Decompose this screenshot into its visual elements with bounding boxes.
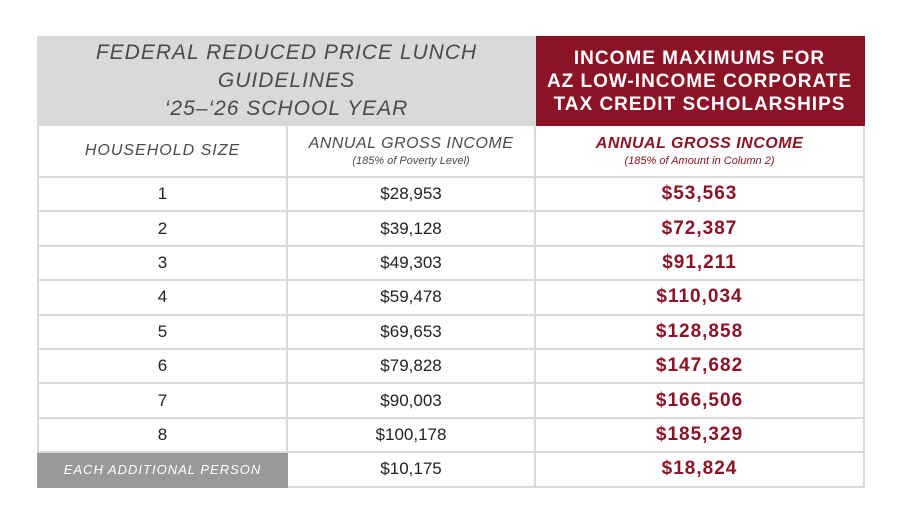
annual-income-note: (185% of Poverty Level)	[352, 155, 470, 167]
table-header-row: FEDERAL REDUCED PRICE LUNCH GUIDELINES ‘…	[36, 36, 866, 126]
annual-income-cell: $90,003	[285, 382, 537, 419]
household-size-cell: 6	[37, 347, 288, 385]
income-maximums-line1: INCOME MAXIMUMS FOR	[573, 47, 826, 69]
max-income-cell: $91,211	[534, 244, 866, 282]
max-income-header: ANNUAL GROSS INCOME (185% of Amount in C…	[534, 124, 866, 178]
annual-income-cell: $100,178	[285, 416, 537, 454]
federal-guidelines-header: FEDERAL REDUCED PRICE LUNCH GUIDELINES ‘…	[36, 36, 537, 126]
federal-guidelines-title: FEDERAL REDUCED PRICE LUNCH GUIDELINES	[95, 41, 478, 92]
household-size-cell: 5	[37, 313, 288, 350]
max-income-cell: $18,824	[534, 451, 866, 488]
table-row: 8 $100,178 $185,329	[37, 416, 866, 454]
income-guidelines-table: FEDERAL REDUCED PRICE LUNCH GUIDELINES ‘…	[36, 36, 866, 488]
table-row: 4 $59,478 $110,034	[37, 279, 866, 316]
annual-income-cell: $49,303	[285, 244, 537, 282]
table-row: 3 $49,303 $91,211	[37, 244, 866, 282]
household-size-cell: 8	[37, 416, 288, 454]
annual-income-cell: $39,128	[285, 210, 537, 247]
max-income-title: ANNUAL GROSS INCOME	[595, 135, 804, 152]
household-size-cell: 2	[37, 210, 288, 247]
annual-income-cell: $59,478	[285, 279, 537, 316]
additional-person-label: EACH ADDITIONAL PERSON	[37, 451, 288, 488]
table-row: 2 $39,128 $72,387	[37, 210, 866, 247]
household-size-cell: 7	[37, 382, 288, 419]
annual-income-cell: $10,175	[285, 451, 537, 488]
table-row: 1 $28,953 $53,563	[37, 175, 866, 213]
max-income-cell: $110,034	[534, 279, 866, 316]
income-maximums-line2: AZ LOW-INCOME CORPORATE	[546, 70, 853, 92]
max-income-cell: $72,387	[534, 210, 866, 247]
household-size-cell: 1	[37, 175, 288, 213]
table-row-additional-person: EACH ADDITIONAL PERSON $10,175 $18,824	[37, 451, 866, 488]
annual-income-title: ANNUAL GROSS INCOME	[308, 135, 514, 152]
max-income-cell: $128,858	[534, 313, 866, 350]
household-size-cell: 4	[37, 279, 288, 316]
max-income-cell: $166,506	[534, 382, 866, 419]
table-row: 7 $90,003 $166,506	[37, 382, 866, 419]
max-income-note: (185% of Amount in Column 2)	[624, 155, 775, 167]
column-header-row: HOUSEHOLD SIZE ANNUAL GROSS INCOME (185%…	[37, 124, 866, 178]
annual-income-cell: $79,828	[285, 347, 537, 385]
annual-income-header: ANNUAL GROSS INCOME (185% of Poverty Lev…	[285, 124, 537, 178]
income-maximums-line3: TAX CREDIT SCHOLARSHIPS	[553, 93, 846, 115]
school-year-label: ‘25–‘26 SCHOOL YEAR	[164, 97, 409, 120]
annual-income-cell: $28,953	[285, 175, 537, 213]
max-income-cell: $147,682	[534, 347, 866, 385]
table-row: 5 $69,653 $128,858	[37, 313, 866, 350]
income-maximums-header: INCOME MAXIMUMS FOR AZ LOW-INCOME CORPOR…	[534, 36, 866, 126]
table-row: 6 $79,828 $147,682	[37, 347, 866, 385]
annual-income-cell: $69,653	[285, 313, 537, 350]
max-income-cell: $53,563	[534, 175, 866, 213]
household-size-header: HOUSEHOLD SIZE	[37, 124, 288, 178]
household-size-cell: 3	[37, 244, 288, 282]
max-income-cell: $185,329	[534, 416, 866, 454]
